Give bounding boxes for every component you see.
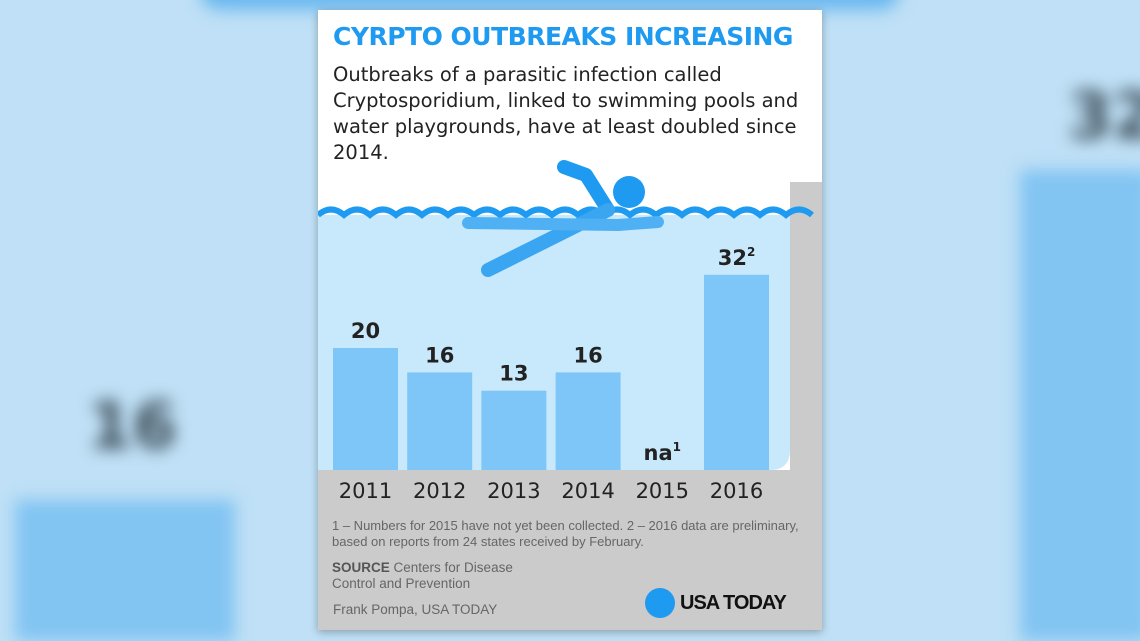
infographic-card: 20 2011 16 2012 13 2013 16 2014 na1 2015 322 2016 C… (318, 10, 822, 630)
chart-subtitle: Outbreaks of a parasitic infection calle… (333, 63, 799, 164)
x-tick-label-2011: 2011 (339, 479, 392, 503)
data-label-2014: 16 (573, 343, 602, 367)
data-label-2013: 13 (499, 362, 528, 386)
x-tick-label-2014: 2014 (561, 479, 614, 503)
bar-2014 (555, 372, 621, 470)
x-tick-label-2012: 2012 (413, 479, 466, 503)
data-label-2012: 16 (425, 343, 454, 367)
pool-wall (790, 182, 822, 630)
source: SOURCE Centers for Disease Control and P… (332, 560, 552, 592)
swimmer-icon (462, 160, 664, 277)
x-tick-label-2016: 2016 (710, 479, 763, 503)
x-tick-label-2013: 2013 (487, 479, 540, 503)
bar-2013 (481, 390, 547, 470)
background-bar (15, 500, 235, 641)
logo-dot-icon (645, 588, 675, 618)
wave-line (318, 206, 814, 219)
usa-today-logo: USA TODAY (645, 588, 787, 618)
background-label: 32 (1068, 80, 1140, 154)
bar-2012 (407, 372, 473, 470)
chart-title: CYRPTO OUTBREAKS INCREASING (333, 22, 793, 51)
logo-text: USA TODAY (680, 591, 787, 614)
background-label: 16 (88, 390, 178, 464)
bar-2011 (333, 348, 398, 470)
background-bar (1020, 170, 1140, 641)
x-tick-label-2015: 2015 (636, 479, 689, 503)
data-label-2011: 20 (351, 319, 380, 343)
source-label: SOURCE (332, 560, 390, 575)
footnotes: 1 – Numbers for 2015 have not yet been c… (332, 518, 799, 549)
background-shape (200, 0, 900, 10)
credit: Frank Pompa, USA TODAY (333, 602, 498, 617)
source-text: Centers for Disease Control and Preventi… (332, 560, 513, 591)
bar-2016 (704, 274, 769, 470)
floor (318, 470, 822, 630)
